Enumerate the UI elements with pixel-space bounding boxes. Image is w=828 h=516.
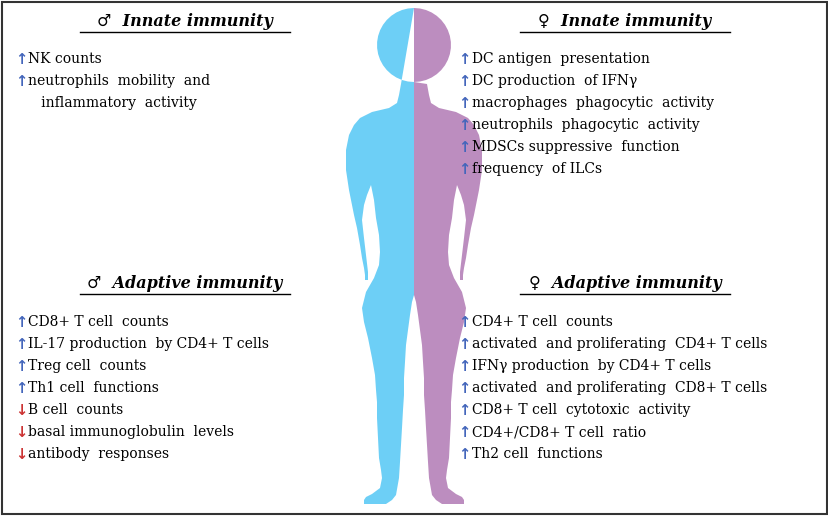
Text: DC antigen  presentation: DC antigen presentation xyxy=(471,52,649,66)
Text: CD4+ T cell  counts: CD4+ T cell counts xyxy=(471,315,612,329)
Text: inflammatory  activity: inflammatory activity xyxy=(28,96,196,110)
Text: ♂  Adaptive immunity: ♂ Adaptive immunity xyxy=(87,275,282,292)
Text: Th1 cell  functions: Th1 cell functions xyxy=(28,381,159,395)
Text: Th2 cell  functions: Th2 cell functions xyxy=(471,447,602,461)
Text: ↑: ↑ xyxy=(457,447,469,462)
Text: ↑: ↑ xyxy=(15,315,27,330)
Text: CD4+/CD8+ T cell  ratio: CD4+/CD8+ T cell ratio xyxy=(471,425,645,439)
Text: ↓: ↓ xyxy=(15,425,27,440)
Text: MDSCs suppressive  function: MDSCs suppressive function xyxy=(471,140,679,154)
Polygon shape xyxy=(413,8,481,504)
Text: ↑: ↑ xyxy=(457,359,469,374)
Text: Treg cell  counts: Treg cell counts xyxy=(28,359,147,373)
Text: antibody  responses: antibody responses xyxy=(28,447,169,461)
Text: NK counts: NK counts xyxy=(28,52,102,66)
Text: ↑: ↑ xyxy=(457,403,469,418)
Text: neutrophils  mobility  and: neutrophils mobility and xyxy=(28,74,209,88)
Text: CD8+ T cell  cytotoxic  activity: CD8+ T cell cytotoxic activity xyxy=(471,403,690,417)
Text: ↑: ↑ xyxy=(15,337,27,352)
Polygon shape xyxy=(345,8,413,504)
Text: ↑: ↑ xyxy=(457,140,469,155)
Text: IL-17 production  by CD4+ T cells: IL-17 production by CD4+ T cells xyxy=(28,337,268,351)
Text: ↑: ↑ xyxy=(457,74,469,89)
Text: ↑: ↑ xyxy=(457,381,469,396)
Text: macrophages  phagocytic  activity: macrophages phagocytic activity xyxy=(471,96,713,110)
Text: ↑: ↑ xyxy=(457,52,469,67)
Text: neutrophils  phagocytic  activity: neutrophils phagocytic activity xyxy=(471,118,699,132)
Text: ↑: ↑ xyxy=(15,74,27,89)
Text: basal immunoglobulin  levels: basal immunoglobulin levels xyxy=(28,425,233,439)
Text: ♂  Innate immunity: ♂ Innate immunity xyxy=(97,13,272,30)
Text: ↑: ↑ xyxy=(457,315,469,330)
Text: ↑: ↑ xyxy=(457,162,469,177)
Text: ↑: ↑ xyxy=(457,96,469,111)
Text: ♀  Innate immunity: ♀ Innate immunity xyxy=(538,13,710,30)
Text: ↓: ↓ xyxy=(15,447,27,462)
Text: ♀  Adaptive immunity: ♀ Adaptive immunity xyxy=(528,275,720,292)
Text: ↓: ↓ xyxy=(15,403,27,418)
Text: ↑: ↑ xyxy=(15,52,27,67)
Text: ↑: ↑ xyxy=(457,118,469,133)
Text: activated  and proliferating  CD4+ T cells: activated and proliferating CD4+ T cells xyxy=(471,337,767,351)
Text: frequency  of ILCs: frequency of ILCs xyxy=(471,162,601,176)
Text: ↑: ↑ xyxy=(15,381,27,396)
Text: DC production  of IFNγ: DC production of IFNγ xyxy=(471,74,637,88)
Text: activated  and proliferating  CD8+ T cells: activated and proliferating CD8+ T cells xyxy=(471,381,767,395)
Text: ↑: ↑ xyxy=(457,337,469,352)
Text: ↑: ↑ xyxy=(15,359,27,374)
Text: ↑: ↑ xyxy=(457,425,469,440)
Text: B cell  counts: B cell counts xyxy=(28,403,123,417)
Text: IFNγ production  by CD4+ T cells: IFNγ production by CD4+ T cells xyxy=(471,359,710,373)
Text: CD8+ T cell  counts: CD8+ T cell counts xyxy=(28,315,169,329)
